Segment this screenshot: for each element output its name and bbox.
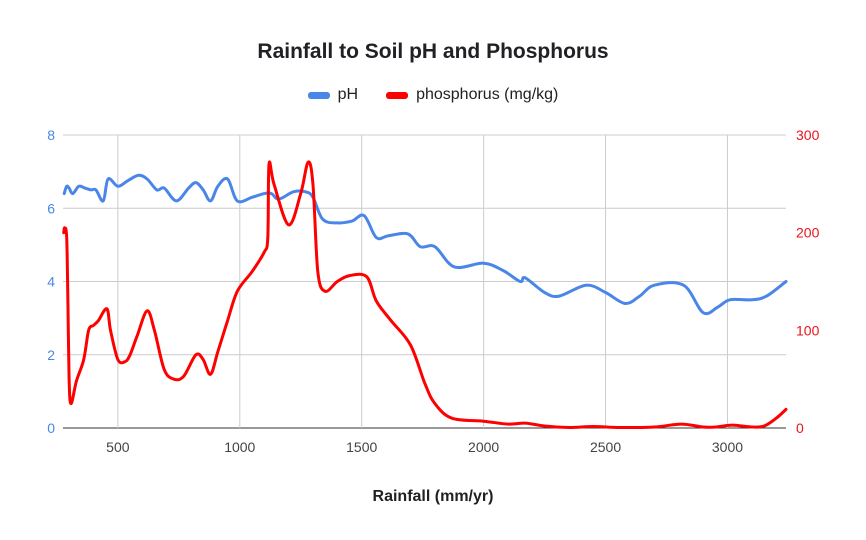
chart-legend: pH phosphorus (mg/kg) xyxy=(0,86,866,104)
y-left-tick-label: 4 xyxy=(47,274,55,290)
x-tick-label: 3000 xyxy=(712,439,743,455)
x-tick-label: 2500 xyxy=(590,439,621,455)
y-left-tick-label: 8 xyxy=(47,127,55,143)
x-axis-title: Rainfall (mm/yr) xyxy=(372,488,494,505)
y-left-tick-label: 6 xyxy=(47,200,55,216)
y-left-tick-label: 2 xyxy=(47,347,55,363)
y-right-tick-label: 300 xyxy=(796,127,820,143)
x-tick-label: 1000 xyxy=(224,439,255,455)
legend-label-ph: pH xyxy=(337,86,359,103)
legend-swatch-phosphorus xyxy=(386,91,409,99)
x-tick-label: 500 xyxy=(106,439,130,455)
y-right-tick-label: 0 xyxy=(796,420,804,436)
legend-item-ph[interactable]: pH xyxy=(307,86,359,104)
y-right-tick-label: 200 xyxy=(796,225,820,241)
series-line-ph xyxy=(62,173,788,316)
legend-item-phosphorus[interactable]: phosphorus (mg/kg) xyxy=(386,86,558,104)
legend-swatch-ph xyxy=(307,91,330,99)
x-tick-label: 2000 xyxy=(468,439,499,455)
series-line-phosphorus xyxy=(62,160,788,430)
legend-label-phosphorus: phosphorus (mg/kg) xyxy=(416,86,559,103)
y-left-tick-label: 0 xyxy=(47,420,55,436)
y-right-tick-label: 100 xyxy=(796,322,820,338)
x-tick-label: 1500 xyxy=(346,439,377,455)
chart-title: Rainfall to Soil pH and Phosphorus xyxy=(257,40,609,63)
